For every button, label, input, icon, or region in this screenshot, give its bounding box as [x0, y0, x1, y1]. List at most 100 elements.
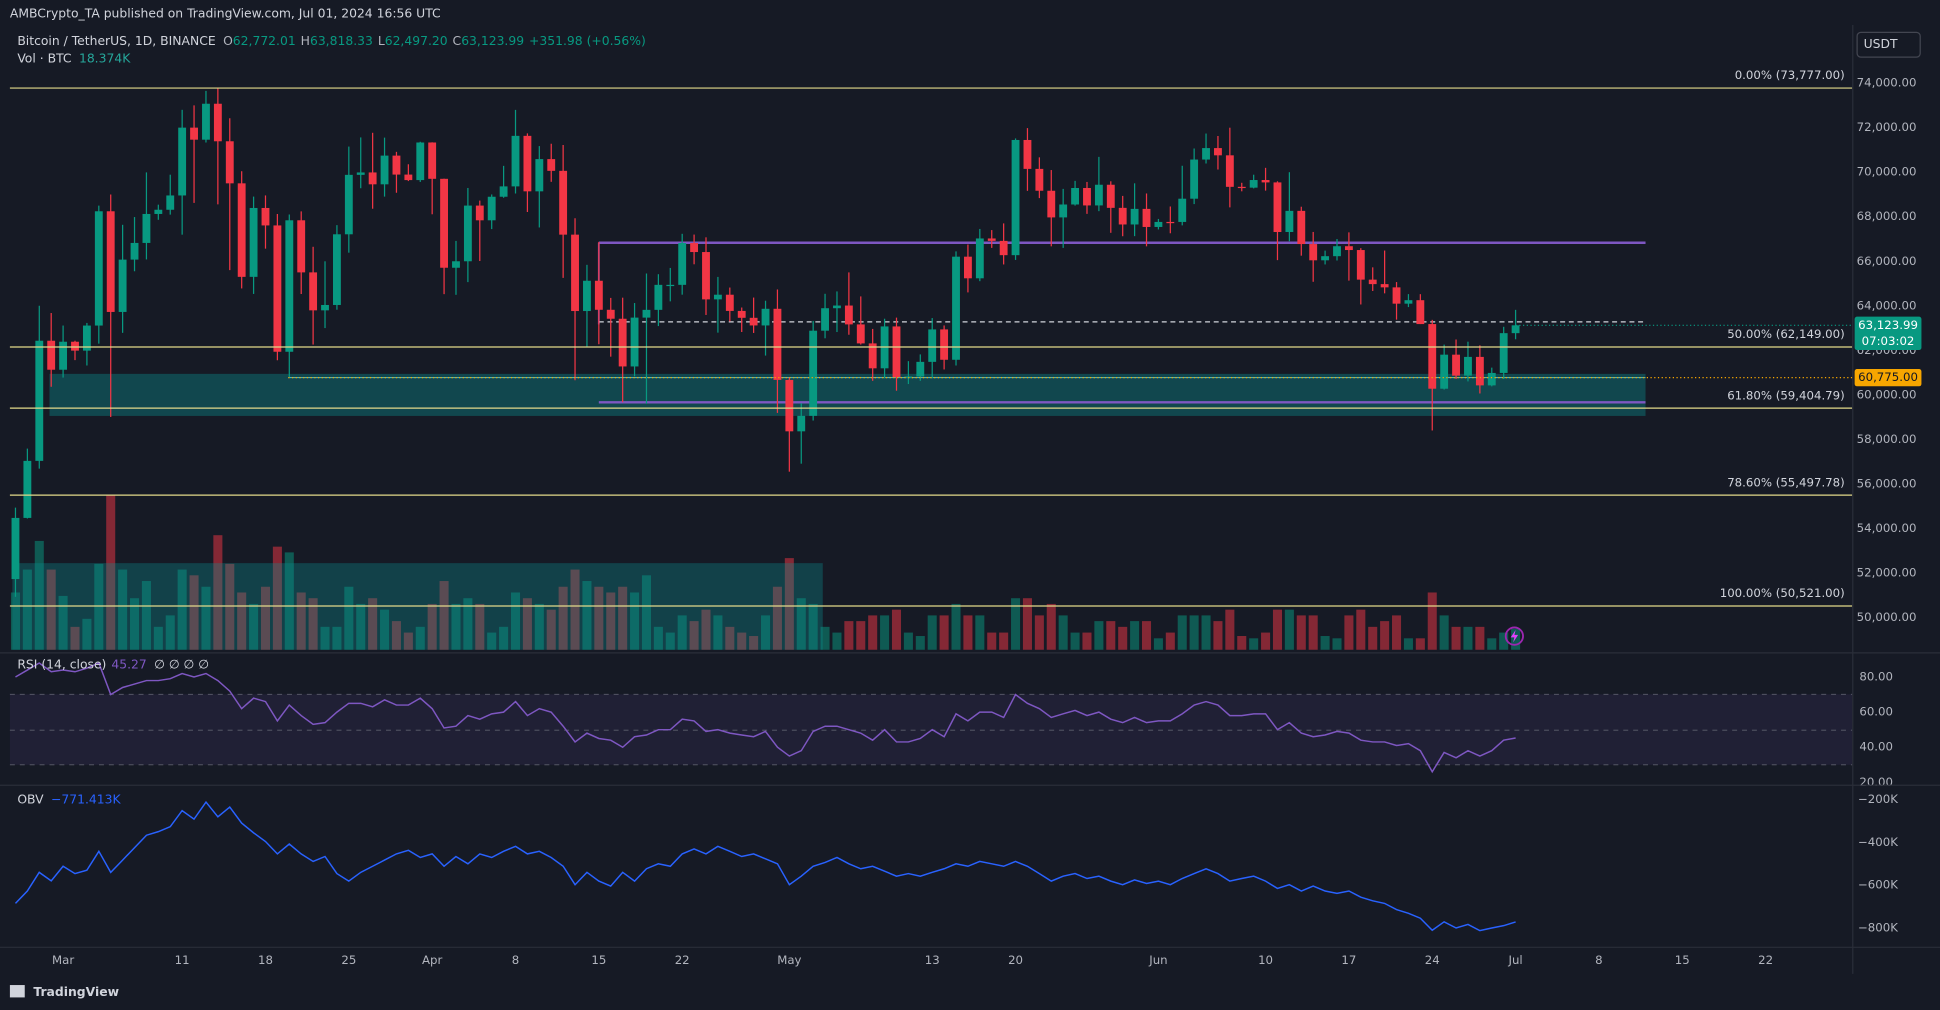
volume-bar	[1308, 615, 1318, 650]
volume-bar	[332, 626, 342, 650]
volume-bar	[856, 621, 866, 650]
unit-box[interactable]	[1856, 31, 1921, 58]
y-tick-label: 66,000.00	[1857, 254, 1917, 268]
rsi-extras: ∅ ∅ ∅ ∅	[154, 657, 209, 671]
legend-ohlc: Bitcoin / TetherUS, 1D, BINANCE O62,772.0…	[17, 34, 646, 48]
candle-body	[678, 243, 687, 285]
candle-body	[237, 183, 246, 277]
candle-body	[59, 341, 68, 370]
x-tick-label: 8	[512, 953, 519, 967]
candle-body	[1178, 198, 1187, 222]
volume-bar	[1475, 626, 1485, 650]
candle-body	[35, 340, 44, 461]
volume-bar	[689, 621, 699, 650]
legend-obv: OBV −771.413K	[17, 792, 121, 806]
candle-body	[154, 209, 163, 214]
rsi-line	[15, 662, 1516, 774]
volume-bar	[1356, 609, 1366, 650]
volume-bar	[368, 598, 378, 650]
x-tick-label: 25	[341, 953, 356, 967]
candle-body	[273, 225, 282, 352]
candle-body	[118, 259, 127, 312]
volume-bar	[963, 615, 973, 650]
volume-bar	[1153, 638, 1163, 650]
candle-body	[261, 207, 270, 226]
volume-bar	[225, 563, 235, 650]
candle-body	[1404, 300, 1413, 304]
candle-body	[916, 361, 925, 377]
volume-bar	[594, 586, 604, 650]
alert-icon[interactable]	[1504, 626, 1524, 646]
volume-bar	[582, 581, 592, 650]
volume-bar	[1439, 615, 1449, 650]
x-tick-label: Apr	[422, 953, 442, 967]
legend-volume: Vol · BTC 18.374K	[17, 51, 131, 65]
volume-bar	[1237, 636, 1247, 650]
volume-bar	[46, 569, 56, 650]
candle-body	[975, 238, 984, 279]
candle-body	[987, 238, 996, 241]
candle-body	[940, 329, 949, 360]
candle-body	[702, 252, 710, 300]
candle-body	[606, 309, 615, 319]
volume-bar	[808, 603, 818, 650]
candle-body	[868, 343, 877, 369]
volume-bar	[272, 546, 282, 650]
price-label: 63,123.99	[1858, 318, 1918, 332]
volume-bar	[939, 615, 949, 650]
y-tick-label: 64,000.00	[1857, 298, 1917, 312]
volume-bar	[832, 632, 842, 650]
volume-bar	[1082, 632, 1092, 650]
rsi-tick-label: 80.00	[1859, 670, 1893, 684]
volume-bar	[522, 598, 532, 650]
volume-bar	[701, 609, 711, 650]
volume-bar	[1272, 609, 1282, 650]
candle-body	[285, 220, 294, 352]
candle-body	[1035, 168, 1044, 191]
volume-bar	[1344, 615, 1354, 650]
candle-body	[1511, 325, 1520, 334]
candle-body	[1321, 256, 1330, 261]
volume-bar	[570, 569, 580, 650]
volume-bar	[880, 615, 890, 650]
countdown: 07:03:02	[1862, 334, 1915, 348]
candle-body	[618, 318, 627, 367]
y-tick-label: 70,000.00	[1857, 165, 1917, 179]
volume-bar	[1165, 632, 1175, 650]
volume-bar	[1022, 598, 1032, 650]
volume-bar	[82, 618, 92, 650]
candle-body	[1190, 159, 1199, 199]
candle-body	[1059, 204, 1068, 218]
volume-bar	[344, 586, 354, 650]
candle-body	[963, 256, 972, 279]
candle-body	[1368, 279, 1377, 285]
candle-body	[928, 329, 937, 362]
obv-last: −771.413K	[51, 792, 121, 806]
volume-bar	[772, 586, 782, 650]
volume-bar	[284, 552, 294, 650]
x-tick-label: 8	[1595, 953, 1602, 967]
candle-body	[452, 261, 460, 268]
candle-body	[1261, 180, 1270, 183]
candle-body	[1118, 207, 1127, 225]
volume-bar	[1368, 626, 1378, 650]
x-tick-label: 15	[591, 953, 606, 967]
candle-body	[654, 284, 663, 310]
volume-bar	[1046, 603, 1056, 650]
candle-body	[297, 220, 306, 273]
volume-bar	[951, 603, 961, 650]
fib-label: 61.80% (59,404.79)	[1727, 388, 1845, 402]
volume-bar	[499, 626, 509, 650]
v: 63,123.99	[461, 34, 524, 48]
volume-bar	[475, 603, 485, 650]
volume-bar	[1427, 592, 1437, 650]
x-tick-label: Jul	[1507, 953, 1522, 967]
x-tick-label: 24	[1425, 953, 1440, 967]
candle-body	[1464, 356, 1472, 376]
candle-body	[1333, 246, 1341, 257]
x-tick-label: May	[777, 953, 801, 967]
volume-bar	[391, 621, 401, 650]
candle-body	[11, 517, 20, 580]
volume-bar	[784, 558, 794, 650]
